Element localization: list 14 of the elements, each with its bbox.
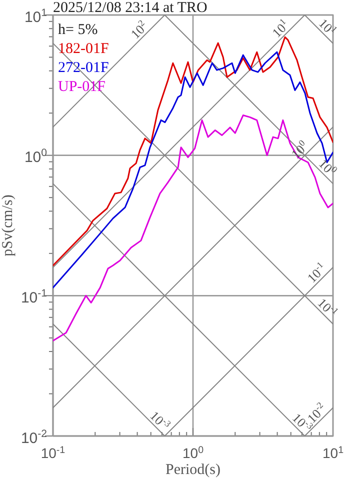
x-tick-label: 10$^{-1}$ — [40, 444, 66, 461]
y-tick-label: 10$^{-1}$ — [20, 287, 48, 306]
text: 182-01F — [58, 41, 109, 57]
x-tick-label: 10$^{1}$ — [322, 444, 344, 461]
y-axis-title: pSv(cm/s) — [0, 194, 16, 256]
chart-title: 2025/12/08 23:14 at TRO — [53, 0, 208, 16]
y-tick-label: 10$^{0}$ — [24, 147, 48, 166]
x-axis-title: Period(s) — [166, 462, 220, 478]
y-tick-label: 10$^{1}$ — [24, 6, 48, 26]
text: 272-01F — [58, 60, 109, 76]
x-tick-label: 10$^{0}$ — [182, 444, 204, 461]
annotation: h= 5% — [58, 22, 98, 38]
y-tick-label: 10$^{-2}$ — [20, 428, 48, 447]
text: UP-01F — [58, 79, 106, 95]
